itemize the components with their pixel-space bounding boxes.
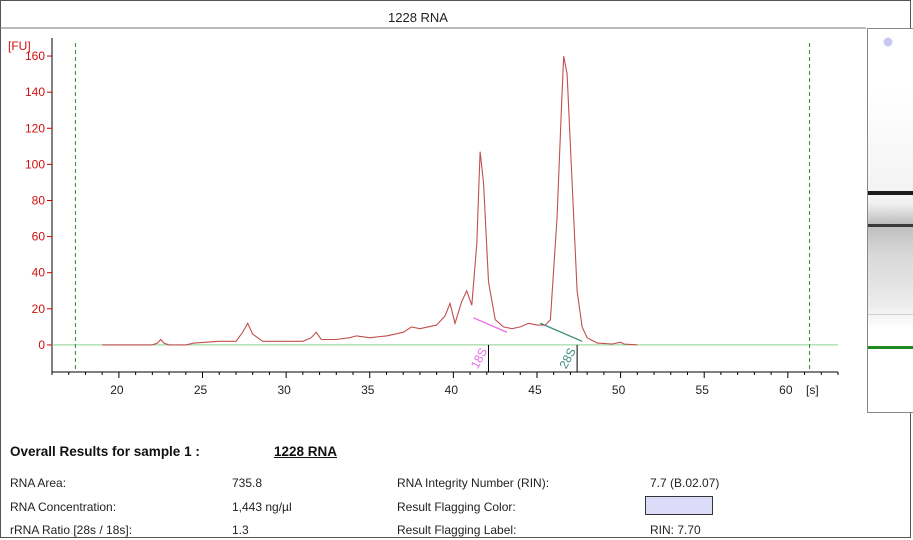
- gel-band-28s: [868, 191, 913, 195]
- gel-lower-marker: [868, 346, 913, 349]
- y-tick-label-20: 20: [32, 302, 46, 316]
- rin-label: RNA Integrity Number (RIN):: [397, 476, 550, 490]
- y-tick-label-100: 100: [25, 157, 45, 171]
- flag-color-swatch: [645, 496, 713, 515]
- peak-baseline-18s: [473, 317, 508, 333]
- peak-baseline-28s: [540, 322, 583, 342]
- x-tick-label-40: 40: [445, 383, 459, 397]
- x-tick-label-45: 45: [528, 383, 542, 397]
- gel-band-18s: [868, 224, 913, 227]
- y-axis-label: [FU]: [8, 39, 31, 53]
- x-tick-label-55: 55: [696, 383, 710, 397]
- y-tick-label-60: 60: [32, 230, 46, 244]
- results-sample-name: 1228 RNA: [274, 444, 338, 459]
- x-tick-label-50: 50: [612, 383, 626, 397]
- rrna-ratio-value: 1.3: [232, 523, 249, 537]
- results-heading: Overall Results for sample 1 :: [10, 444, 200, 459]
- x-axis-label: [s]: [806, 383, 819, 397]
- rin-value: 7.7 (B.02.07): [650, 476, 720, 490]
- y-tick-label-0: 0: [38, 338, 45, 352]
- results-heading-label: Overall Results for sample 1 :: [10, 444, 200, 459]
- x-tick-label-35: 35: [361, 383, 375, 397]
- rrna-ratio-label: rRNA Ratio [28s / 18s]:: [10, 523, 133, 537]
- x-tick-label-30: 30: [277, 383, 291, 397]
- y-tick-label-160: 160: [25, 49, 45, 63]
- chart-title: 1228 RNA: [388, 10, 448, 25]
- y-tick-label-40: 40: [32, 266, 46, 280]
- y-tick-label-120: 120: [25, 121, 45, 135]
- rna-area-label: RNA Area:: [10, 476, 67, 490]
- gel-image: [867, 28, 913, 413]
- x-tick-label-20: 20: [110, 383, 124, 397]
- rna-concentration-value: 1,443 ng/µl: [232, 500, 292, 514]
- x-tick-label-25: 25: [194, 383, 208, 397]
- flag-color-label: Result Flagging Color:: [397, 500, 516, 514]
- rna-concentration-label: RNA Concentration:: [10, 500, 117, 514]
- peak-label-18s: 18S: [468, 346, 490, 371]
- gel-marker-dot: [883, 37, 893, 47]
- flag-label-value: RIN: 7.70: [650, 523, 701, 537]
- flag-label-label: Result Flagging Label:: [397, 523, 517, 537]
- electropherogram-chart: 1228 RNA 0 20 40 60 80 100 120 140 160[FU] 20 25 30 3…: [0, 10, 866, 397]
- electropherogram-trace-1: [102, 55, 638, 346]
- y-tick-label-140: 140: [25, 85, 45, 99]
- x-tick-label-60: 60: [779, 383, 793, 397]
- y-tick-label-80: 80: [32, 193, 46, 207]
- rna-area-value: 735.8: [232, 476, 263, 490]
- peak-label-28s: 28S: [556, 346, 578, 371]
